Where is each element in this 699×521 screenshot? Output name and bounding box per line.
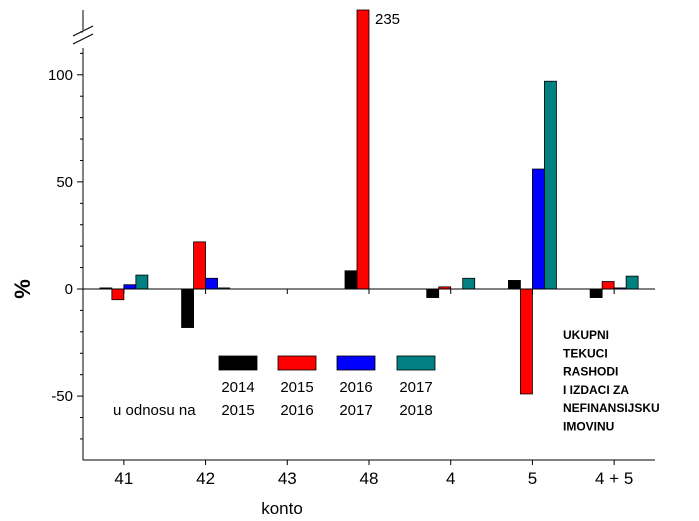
bar-48-series-1 [344,270,358,290]
bar-41-series-4 [135,274,149,290]
axes-group: -50 0 50 100 41 42 43 48 4 5 4 + 5 [48,10,655,488]
legend-label-top: 2015 [280,379,313,396]
bar-4+5-series-1 [589,288,603,298]
x-tick-label: 4 [446,469,455,488]
x-tick-label: 4 + 5 [595,469,633,488]
y-tick-label: 50 [56,174,73,191]
annotation-line: TEKUCI [563,346,608,360]
x-tick-label: 41 [114,469,133,488]
legend-label-bottom: 2018 [399,402,432,419]
bar-4-series-4 [462,277,476,290]
annotation-line: I IZDACI ZA [563,383,629,397]
y-tick-label: 0 [65,281,73,298]
x-tick-label: 5 [528,469,537,488]
legend-label-top: 2016 [339,379,372,396]
legend-swatch-3 [336,355,376,371]
legend-label-bottom: 2015 [221,402,254,419]
bar-4+5-series-4 [625,275,639,290]
annotation-line: NEFINANSIJSKU [563,401,660,415]
bar-5-series-1 [508,280,521,290]
legend-label-top: 2014 [221,379,254,396]
axis-break-mark-2 [72,33,94,45]
x-axis-label: konto [261,499,303,518]
annotation-line: RASHODI [563,365,618,379]
y-axis-label: % [10,279,35,299]
bar-42-series-3 [205,277,218,290]
y-tick-label: 100 [48,67,73,84]
legend-swatch-1 [218,355,258,371]
bar-41-series-2 [111,288,125,301]
legend-label-bottom: 2017 [339,402,372,419]
bar-4-series-1 [426,288,440,298]
bar-4+5-series-2 [601,281,615,290]
legend-label-bottom: 2016 [280,402,313,419]
bar-5-series-2 [520,288,533,395]
bar-value-label: 235 [375,11,400,28]
legend-swatch-2 [277,355,317,371]
bar-42-series-1 [181,288,194,328]
axis-break-mark-1 [72,25,94,37]
legend: 2014 2015 2015 2016 2016 2017 2017 2018 u odnosu… [113,355,436,419]
annotation: UKUPNI TEKUCI RASHODI I IZDACI ZA NEFINANSIJ… [563,328,660,434]
bar-5-series-4 [544,80,557,290]
bar-5-series-3 [532,168,545,290]
bars-group: 235 [99,9,639,395]
y-tick-label: -50 [51,388,73,405]
legend-swatch-4 [396,355,436,371]
x-tick-label: 42 [196,469,215,488]
x-tick-label: 43 [278,469,297,488]
bar-41-series-3 [123,284,137,290]
legend-prefix: u odnosu na [113,402,196,419]
bar-42-series-2 [193,241,206,290]
annotation-line: UKUPNI [563,328,609,342]
x-tick-label: 48 [360,469,379,488]
bar-48-series-2 [356,9,370,290]
annotation-line: IMOVINU [563,420,614,434]
legend-label-top: 2017 [399,379,432,396]
